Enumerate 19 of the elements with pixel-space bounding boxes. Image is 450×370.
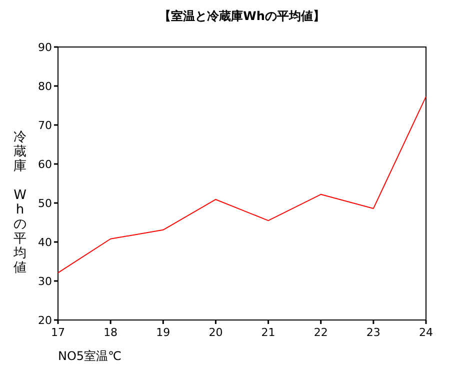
x-tick-label: 22 [314,326,328,339]
y-tick-label: 40 [38,236,52,249]
x-tick-label: 23 [366,326,380,339]
x-tick-label: 18 [104,326,118,339]
chart-title: 【室温と冷蔵庫Whの平均値】 [159,9,325,23]
y-tick-label: 30 [38,275,52,288]
x-tick-label: 19 [156,326,170,339]
y-tick-label: 60 [38,158,52,171]
y-tick-label: 90 [38,41,52,54]
y-tick-label: 80 [38,80,52,93]
x-tick-label: 21 [261,326,276,339]
y-tick-label: 20 [38,314,52,327]
y-tick-label: 50 [38,197,52,210]
y-axis-title: 冷蔵庫 Whの平均値 [14,130,26,276]
x-axis-title: NO5室温℃ [58,349,122,363]
y-tick-label: 70 [38,119,52,132]
x-tick-label: 17 [51,326,65,339]
x-tick-label: 24 [419,326,433,339]
x-tick-label: 20 [208,326,223,339]
